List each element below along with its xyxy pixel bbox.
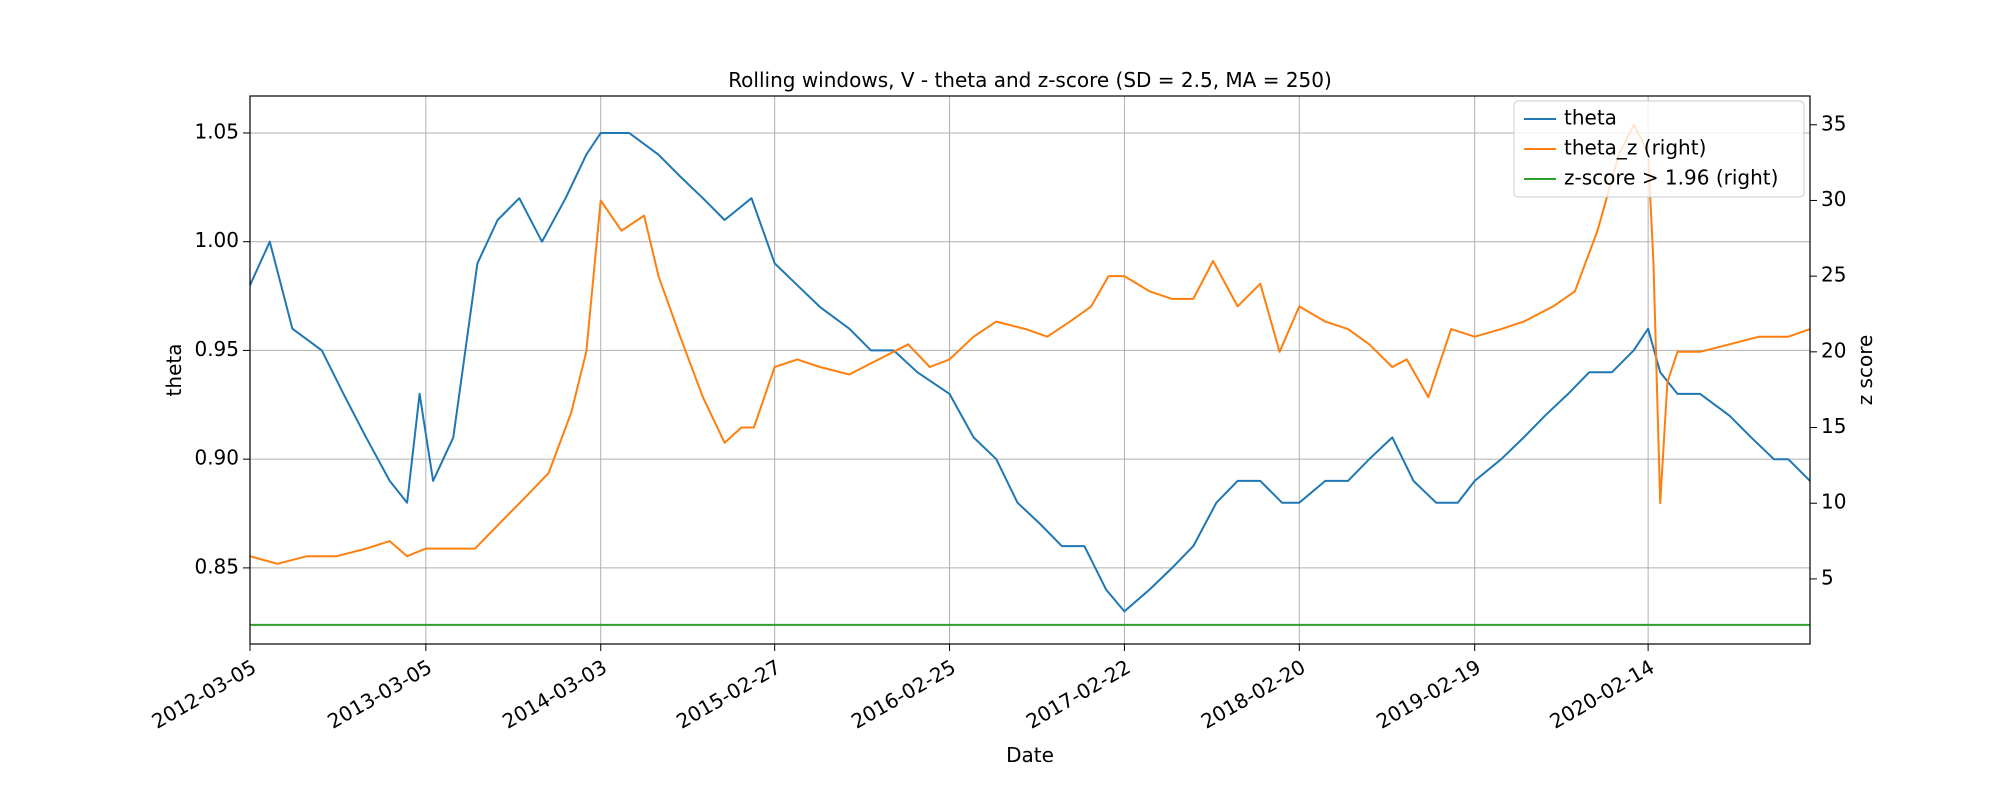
series-line-theta: [249, 132, 1811, 613]
y-tick-label-right: 5: [1821, 565, 1834, 589]
y-tick-label-left: 1.05: [194, 119, 239, 143]
y-tick-label-right: 10: [1821, 490, 1846, 514]
legend-label: z-score > 1.96 (right): [1564, 166, 1778, 190]
y-tick-label-right: 25: [1821, 263, 1846, 287]
left-axis: 0.85 0.90 0.95 1.00 1.05: [194, 119, 250, 578]
y-tick-label-left: 0.90: [194, 446, 239, 470]
legend-label: theta_z (right): [1564, 136, 1706, 160]
plot-frame: [249, 95, 1811, 645]
y-axis-label-left: theta: [162, 344, 186, 397]
x-axis-label: Date: [1006, 743, 1054, 767]
y-tick-label-right: 35: [1821, 111, 1846, 135]
y-tick-label-left: 1.00: [194, 228, 239, 252]
legend-box: [1513, 100, 1805, 198]
right-axis: 5 10 15 20 25 30 35: [1810, 111, 1846, 589]
y-tick-label-right: 30: [1821, 187, 1846, 211]
y-tick-label-left: 0.85: [194, 554, 239, 578]
y-axis-label-right: z score: [1853, 335, 1877, 406]
y-tick-label-left: 0.95: [194, 337, 239, 361]
legend: theta theta_z (right) z-score > 1.96 (righ…: [1513, 100, 1805, 198]
legend-label: theta: [1564, 106, 1617, 130]
y-tick-label-right: 15: [1821, 414, 1846, 438]
chart-title: Rolling windows, V - theta and z-score (…: [728, 68, 1332, 92]
y-tick-label-right: 20: [1821, 338, 1846, 362]
